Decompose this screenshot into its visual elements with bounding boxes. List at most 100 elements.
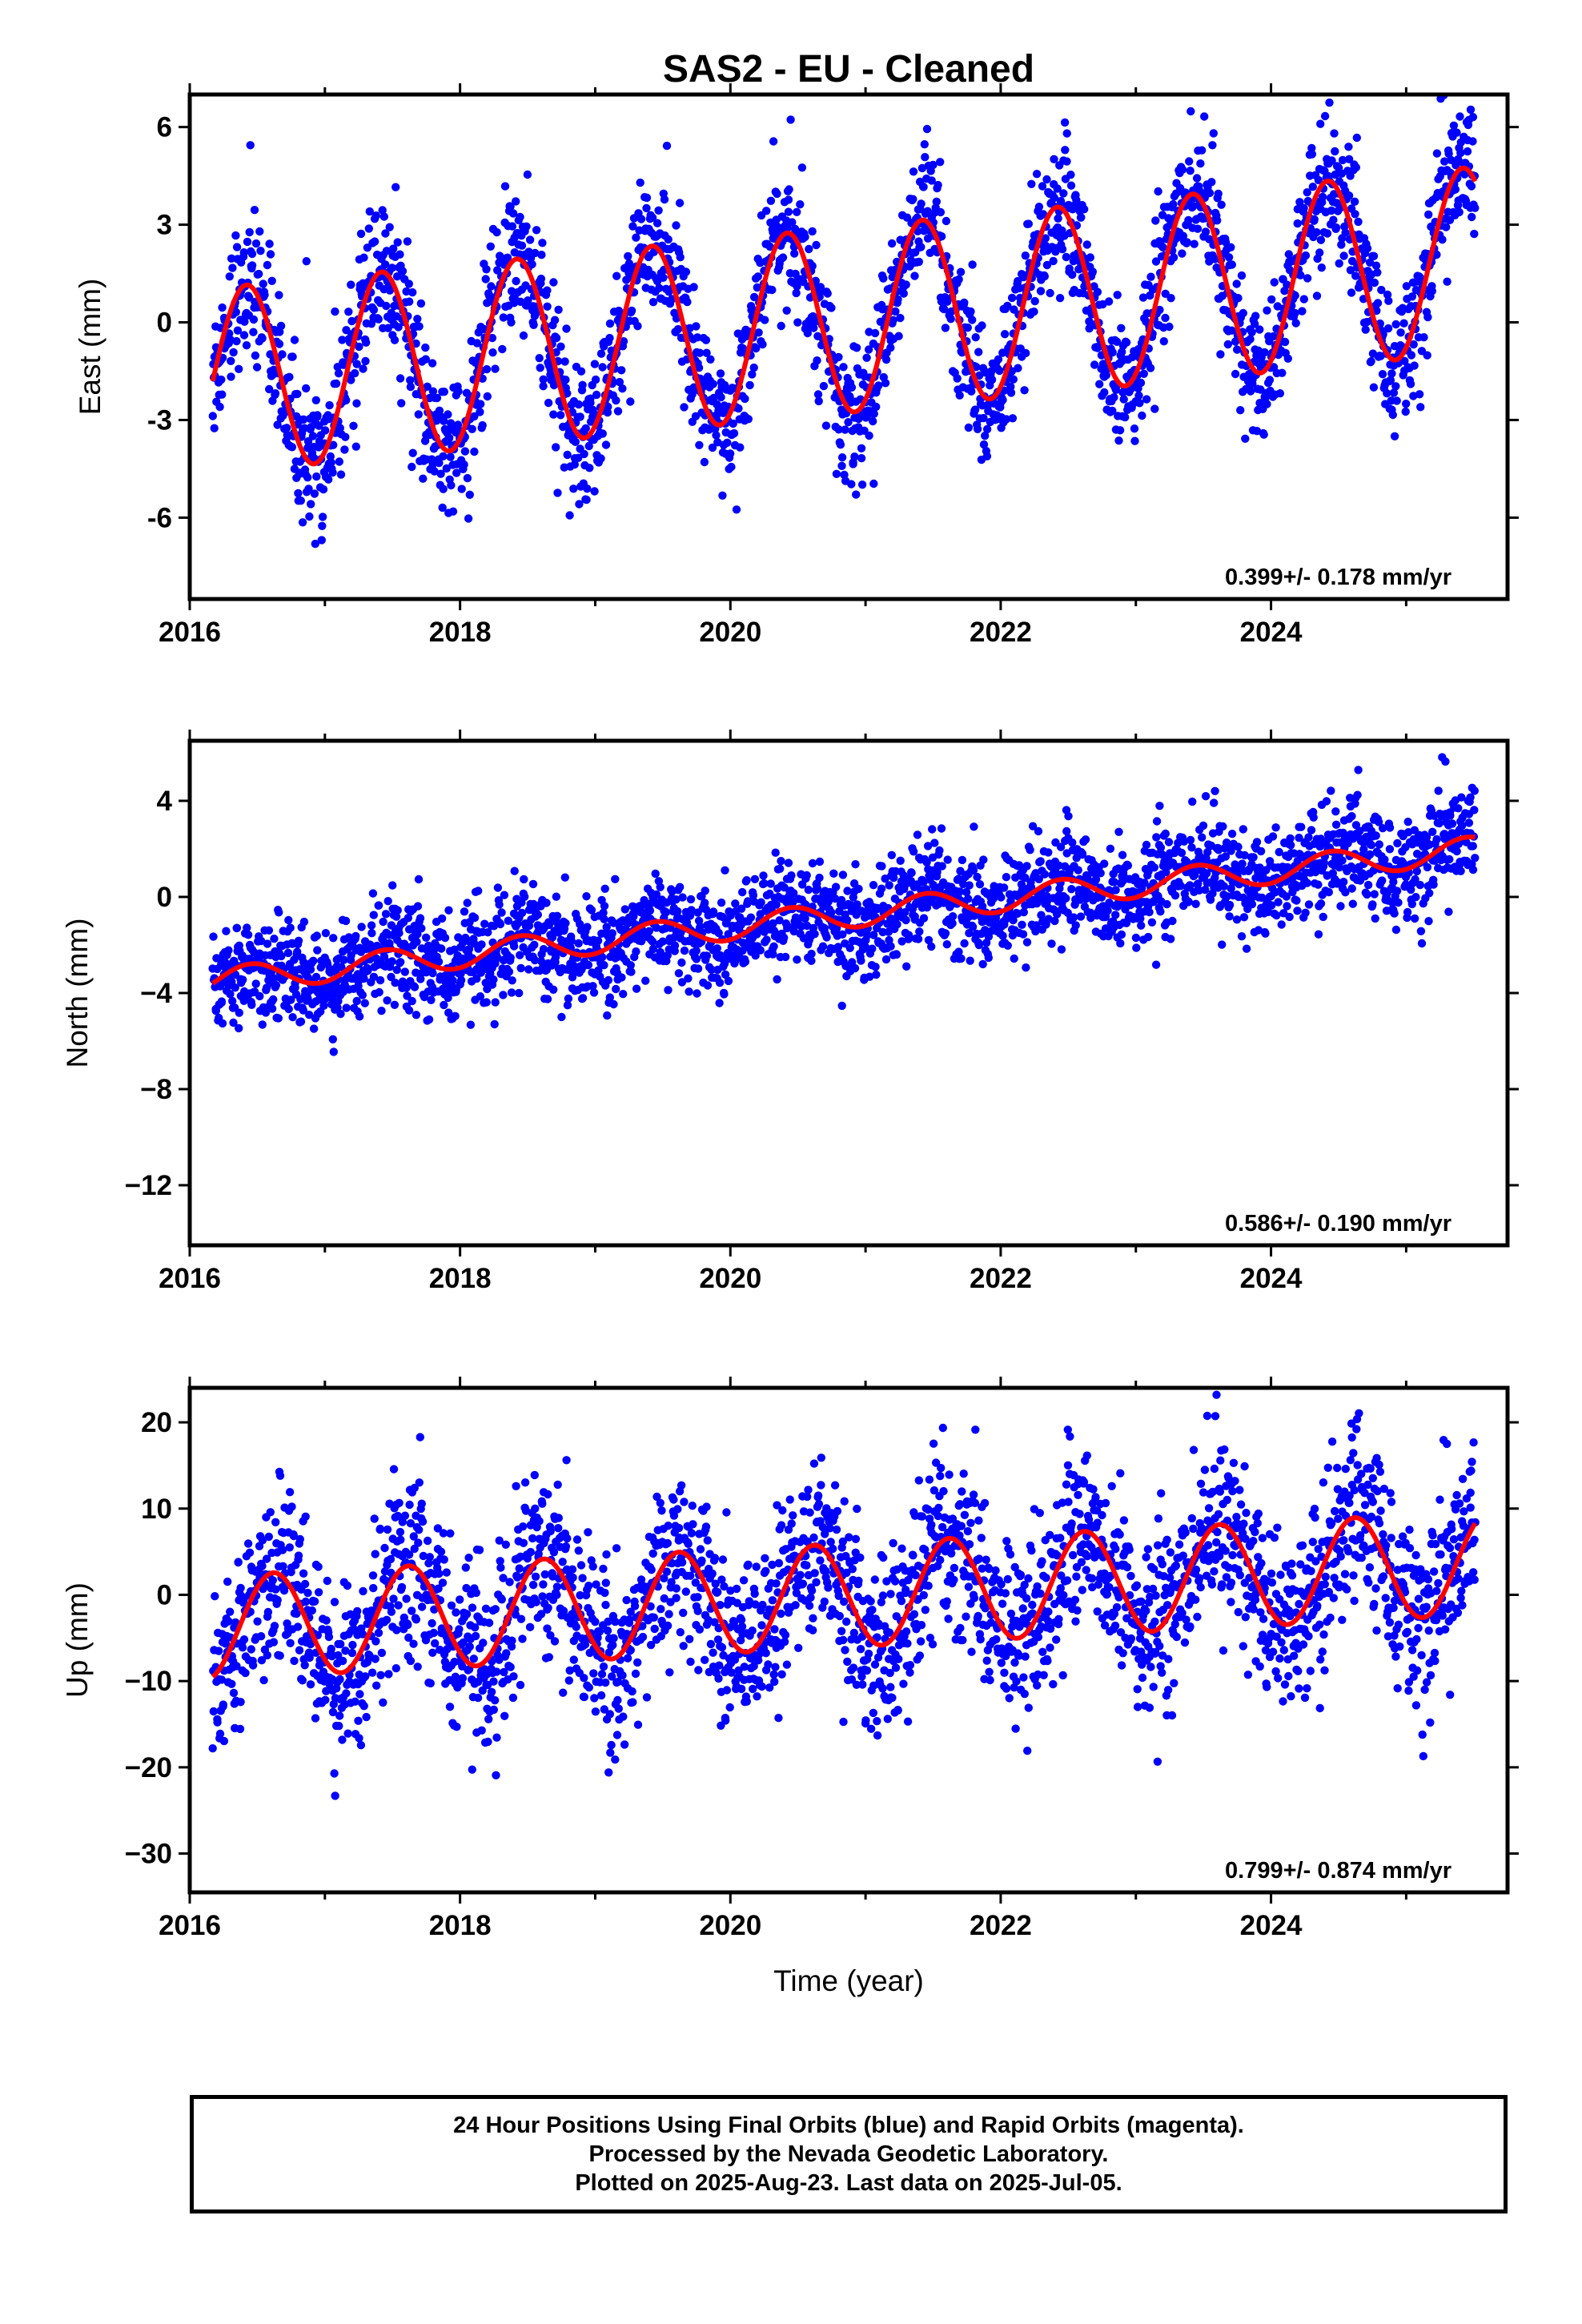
data-point (1301, 908, 1310, 918)
data-point (1186, 107, 1195, 116)
data-point (325, 400, 334, 410)
data-point (938, 862, 946, 870)
data-point (793, 318, 802, 327)
data-point (869, 416, 877, 426)
data-point (1338, 856, 1347, 865)
data-point (404, 914, 412, 923)
data-point (613, 407, 623, 416)
data-point (388, 881, 397, 890)
data-point (299, 917, 309, 927)
data-point (414, 875, 424, 884)
data-point (917, 243, 926, 251)
data-point (414, 410, 423, 419)
data-point (434, 957, 444, 967)
data-point (377, 1007, 386, 1015)
data-point (1438, 235, 1447, 244)
data-point (1303, 188, 1311, 197)
data-point (845, 943, 854, 953)
data-point (1319, 912, 1327, 922)
data-point (256, 247, 265, 255)
data-point (390, 336, 400, 344)
data-point (210, 424, 219, 432)
data-point (218, 1019, 227, 1028)
data-point (970, 822, 978, 831)
data-point (1145, 907, 1154, 917)
data-point (620, 905, 629, 914)
data-point (263, 260, 272, 270)
data-point (1113, 291, 1122, 300)
data-point (768, 285, 777, 295)
data-point (1067, 885, 1076, 894)
data-point (766, 196, 776, 205)
data-point (808, 227, 817, 236)
data-point (328, 1035, 337, 1044)
data-point (275, 340, 284, 348)
data-point (691, 412, 701, 420)
data-point (529, 899, 538, 909)
data-point (1231, 369, 1240, 379)
data-point (893, 295, 902, 304)
data-point (464, 514, 473, 523)
data-point (243, 931, 253, 939)
data-point (1155, 305, 1164, 315)
data-point (1018, 920, 1026, 930)
data-point (748, 370, 757, 379)
data-point (305, 512, 314, 521)
data-point (1134, 391, 1143, 400)
data-point (430, 467, 439, 476)
data-point (1030, 296, 1039, 306)
data-point (408, 996, 416, 1006)
data-point (1208, 141, 1217, 150)
data-point (445, 433, 454, 443)
data-point (955, 391, 964, 400)
data-point (956, 267, 966, 276)
data-point (1383, 324, 1393, 333)
data-point (585, 464, 594, 472)
data-point (218, 303, 227, 312)
data-point (1119, 395, 1128, 404)
data-point (406, 376, 415, 384)
data-point (1470, 229, 1479, 239)
data-point (549, 410, 558, 419)
data-point (208, 412, 217, 420)
x-tick-label: 2016 (159, 617, 221, 648)
data-point (543, 995, 552, 1003)
data-point (523, 170, 532, 179)
data-point (862, 353, 871, 362)
data-point (466, 1020, 476, 1029)
data-point (266, 250, 275, 259)
data-point (320, 995, 329, 1004)
data-point (967, 387, 976, 396)
data-point (349, 421, 358, 430)
data-point (1252, 427, 1262, 436)
data-point (700, 457, 709, 467)
data-point (1000, 330, 1010, 339)
data-point (1301, 251, 1311, 260)
data-point (351, 442, 360, 451)
data-point (1040, 870, 1050, 879)
data-point (1459, 0, 1467, 6)
data-point (857, 907, 866, 915)
data-point (929, 160, 938, 170)
data-point (324, 475, 333, 484)
data-point (1207, 178, 1216, 187)
data-point (604, 975, 613, 985)
data-point (1081, 835, 1090, 844)
data-point (294, 936, 303, 946)
data-point (474, 887, 483, 895)
data-point (802, 870, 811, 880)
data-point (463, 899, 472, 907)
data-point (605, 333, 614, 343)
data-point (225, 272, 234, 281)
data-point (1066, 171, 1075, 179)
data-point (227, 372, 235, 381)
data-point (1295, 198, 1304, 207)
data-point (636, 215, 646, 223)
data-point (537, 251, 546, 259)
data-point (838, 870, 848, 879)
data-point (1259, 430, 1268, 439)
data-point (1034, 203, 1044, 211)
data-point (476, 408, 484, 416)
data-point (563, 450, 572, 460)
data-point (1371, 261, 1381, 270)
